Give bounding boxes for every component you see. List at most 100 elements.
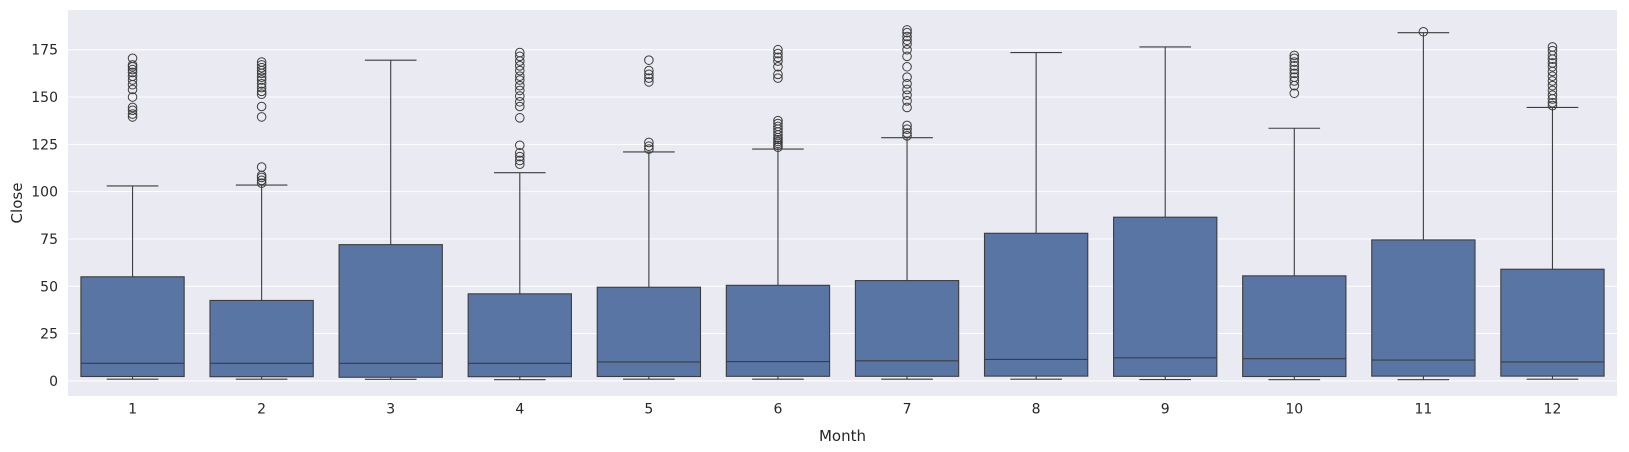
outlier-point: [514, 51, 525, 62]
outlier-point: [902, 128, 912, 138]
outlier-point: [644, 65, 654, 76]
outlier-point: [902, 72, 912, 82]
outlier-point: [127, 67, 138, 78]
x-tick-label: 11: [1414, 402, 1432, 418]
outlier-point: [902, 102, 912, 113]
y-tick-label: 125: [31, 137, 58, 153]
outlier-point: [773, 52, 783, 63]
iqr-box: [467, 293, 572, 378]
outlier-point: [256, 178, 267, 188]
outlier-point: [256, 72, 267, 82]
y-tick-label: 0: [49, 374, 58, 390]
x-tick-label: 8: [1032, 402, 1041, 418]
outlier-point: [902, 39, 912, 49]
boxes: [80, 25, 1605, 381]
outlier-point: [902, 90, 912, 100]
outlier-point: [1547, 76, 1558, 86]
x-tick-label: 3: [386, 402, 395, 418]
outlier-point: [514, 85, 525, 96]
outlier-point: [1289, 68, 1300, 79]
y-tick-label: 75: [40, 232, 58, 248]
outlier-point: [1289, 50, 1300, 61]
outlier-point: [1289, 76, 1300, 86]
outlier-point: [514, 101, 525, 112]
x-tick-label: 9: [1161, 402, 1170, 418]
outlier-point: [773, 61, 783, 72]
iqr-box: [338, 244, 443, 378]
iqr-box: [725, 284, 831, 377]
outlier-point: [773, 115, 783, 126]
outlier-point: [127, 109, 138, 119]
iqr-box: [1500, 268, 1605, 377]
outlier-point: [1289, 57, 1300, 67]
box-month-3: [338, 59, 443, 380]
outlier-point: [773, 48, 783, 59]
box-month-7: [854, 25, 960, 380]
iqr-box: [80, 276, 185, 378]
outlier-point: [902, 96, 912, 106]
grid-lines: [68, 49, 1617, 382]
iqr-box: [1371, 239, 1476, 377]
x-tick-label: 2: [257, 402, 266, 418]
iqr-box: [596, 286, 702, 378]
iqr-box: [1242, 275, 1347, 378]
outlier-point: [1289, 88, 1300, 99]
outlier-point: [773, 69, 783, 80]
outlier-point: [1547, 100, 1558, 111]
x-tick-label: 12: [1544, 402, 1562, 418]
x-tick-label: 1: [128, 402, 137, 418]
outlier-point: [256, 62, 267, 73]
outlier-point: [902, 25, 912, 35]
outlier-point: [1547, 42, 1558, 52]
x-tick-labels: 1 2 3 4 5 6 7 8 9 10 11 12: [128, 402, 1561, 418]
outlier-point: [127, 64, 138, 75]
outlier-point: [902, 131, 912, 141]
box-month-5: [596, 55, 702, 380]
outlier-point: [127, 53, 138, 64]
outlier-point: [127, 92, 138, 102]
outlier-point: [1547, 58, 1558, 68]
outlier-point: [514, 47, 525, 58]
outlier-point: [514, 148, 525, 158]
outlier-point: [256, 75, 267, 85]
outlier-point: [256, 82, 267, 93]
outlier-point: [1289, 53, 1300, 64]
outlier-point: [514, 159, 525, 170]
outlier-point: [127, 71, 138, 82]
iqr-box: [854, 280, 960, 377]
outlier-point: [514, 113, 525, 123]
y-tick-labels: 0 25 50 75 100 125 150 175: [31, 43, 58, 390]
outlier-point: [773, 44, 783, 55]
y-tick-label: 25: [40, 327, 58, 343]
outlier-point: [773, 73, 783, 83]
box-month-4: [467, 47, 572, 381]
outlier-point: [902, 44, 912, 55]
x-tick-label: 10: [1285, 402, 1303, 418]
outlier-point: [773, 56, 783, 66]
x-axis-label: Month: [819, 427, 866, 445]
outlier-point: [127, 112, 138, 122]
outlier-point: [902, 61, 912, 72]
outlier-point: [256, 78, 267, 89]
outlier-point: [514, 65, 525, 76]
iqr-box: [1113, 216, 1218, 377]
outlier-point: [1547, 85, 1558, 96]
box-month-1: [80, 53, 185, 380]
outlier-point: [256, 89, 267, 100]
outlier-point: [902, 27, 912, 38]
outlier-point: [256, 175, 267, 186]
outlier-point: [773, 118, 783, 129]
y-tick-label: 100: [31, 185, 58, 201]
outlier-point: [256, 112, 267, 122]
y-tick-label: 50: [40, 279, 58, 295]
outlier-point: [1289, 64, 1300, 75]
outlier-point: [127, 84, 138, 95]
outlier-point: [902, 35, 912, 46]
outlier-point: [514, 151, 525, 162]
outlier-point: [256, 86, 267, 97]
outlier-point: [127, 60, 138, 70]
x-tick-label: 5: [644, 402, 653, 418]
y-axis-label: Close: [8, 183, 26, 224]
outlier-point: [902, 78, 912, 89]
